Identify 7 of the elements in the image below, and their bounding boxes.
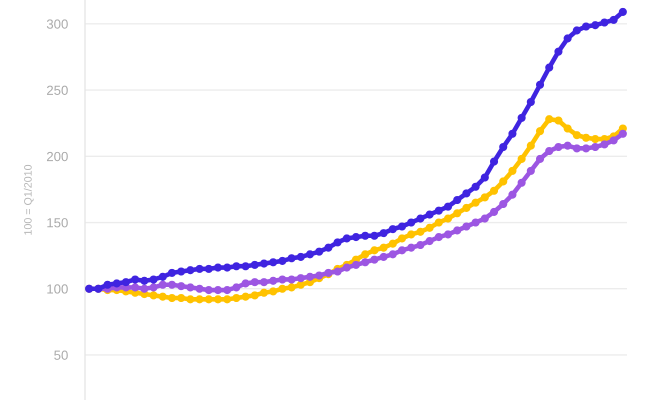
y-tick-label: 150 — [47, 218, 68, 228]
y-tick-label: 250 — [46, 86, 68, 95]
y-axis-title: 100 = Q1/2010 — [24, 164, 34, 235]
y-tick-label: 100 — [47, 284, 68, 294]
y-tick-label: 300 — [46, 19, 68, 29]
y-tick-label: 50 — [54, 350, 68, 360]
y-tick-label: 200 — [46, 152, 68, 162]
